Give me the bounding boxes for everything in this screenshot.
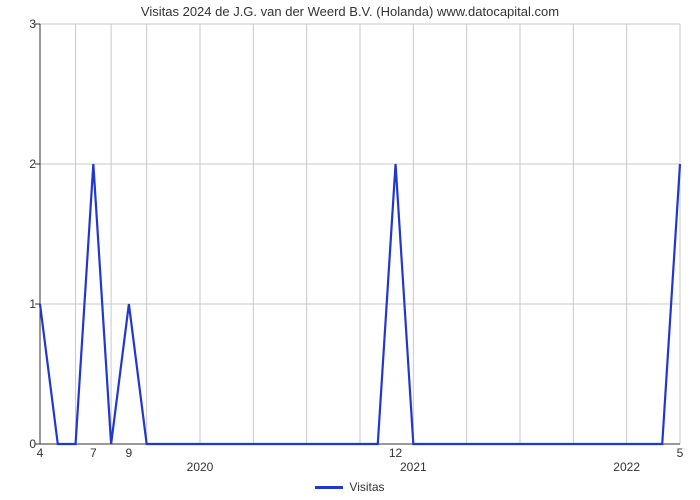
chart-svg (40, 24, 680, 444)
x-tick-label: 12 (389, 446, 402, 460)
y-tick-label: 2 (16, 157, 36, 171)
x-tick-label: 4 (37, 446, 44, 460)
chart-container: Visitas 2024 de J.G. van der Weerd B.V. … (0, 0, 700, 500)
x-tick-label: 9 (126, 446, 133, 460)
x-tick-label: 7 (90, 446, 97, 460)
y-tick-label: 0 (16, 437, 36, 451)
legend: Visitas (0, 480, 700, 494)
legend-swatch (315, 486, 343, 489)
plot-area (40, 24, 680, 444)
x-tick-label: 5 (677, 446, 684, 460)
x-year-label: 2020 (187, 460, 214, 474)
x-year-label: 2022 (613, 460, 640, 474)
chart-title: Visitas 2024 de J.G. van der Weerd B.V. … (0, 4, 700, 19)
y-tick-label: 1 (16, 297, 36, 311)
x-year-label: 2021 (400, 460, 427, 474)
y-tick-label: 3 (16, 17, 36, 31)
legend-label: Visitas (349, 480, 384, 494)
